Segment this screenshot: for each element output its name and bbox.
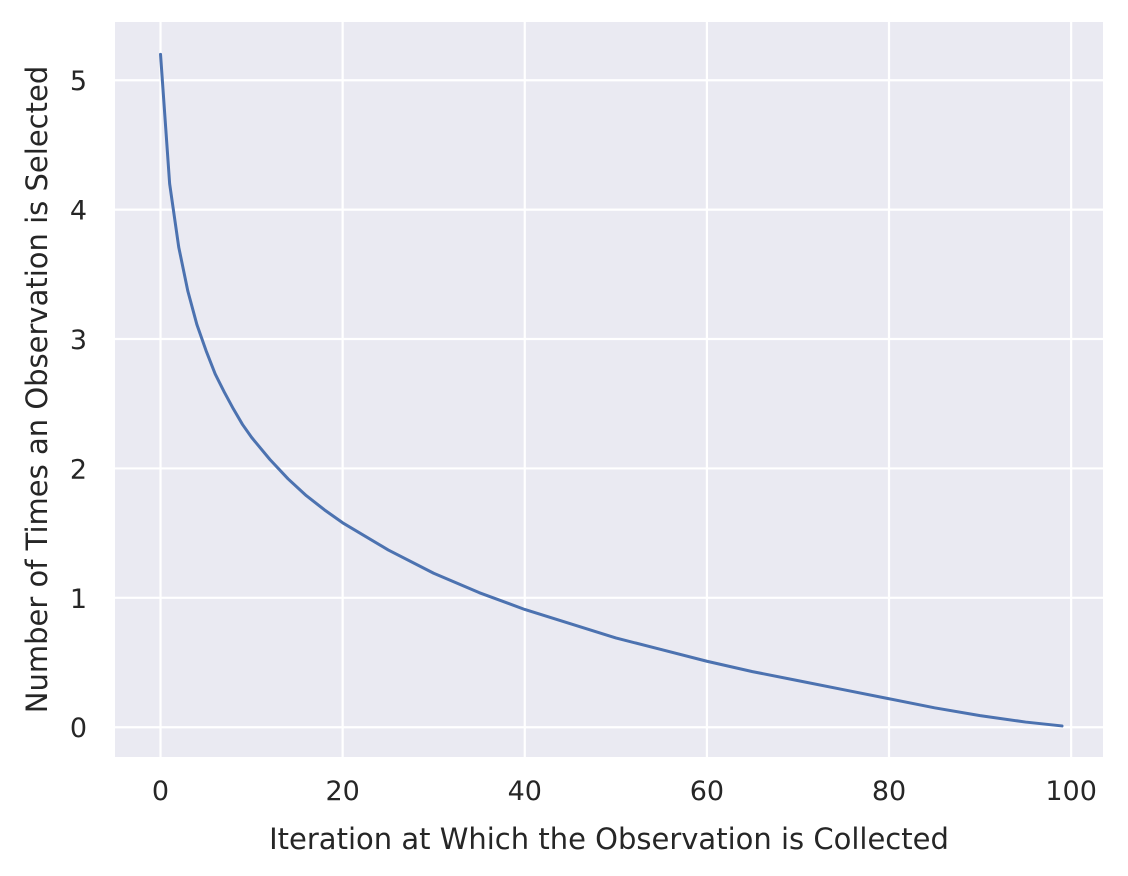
grid xyxy=(115,22,1103,757)
tick-labels: 0 20 40 60 80 100 0 1 2 3 4 5 xyxy=(70,66,1097,807)
y-axis-label: Number of Times an Observation is Select… xyxy=(20,66,54,713)
y-tick-label: 0 xyxy=(70,713,87,744)
x-axis-label: Iteration at Which the Observation is Co… xyxy=(269,822,949,856)
y-tick-label: 2 xyxy=(70,454,87,485)
y-tick-label: 5 xyxy=(70,66,87,97)
x-tick-label: 20 xyxy=(325,776,359,807)
x-tick-label: 0 xyxy=(152,776,169,807)
x-tick-label: 80 xyxy=(872,776,906,807)
x-tick-label: 40 xyxy=(508,776,542,807)
x-tick-label: 100 xyxy=(1045,776,1097,807)
y-tick-label: 3 xyxy=(70,325,87,356)
x-tick-label: 60 xyxy=(690,776,724,807)
y-tick-label: 1 xyxy=(70,584,87,615)
series-line xyxy=(159,52,1064,728)
plot-area xyxy=(115,22,1103,757)
y-tick-label: 4 xyxy=(70,196,87,227)
series-layer xyxy=(159,52,1064,728)
